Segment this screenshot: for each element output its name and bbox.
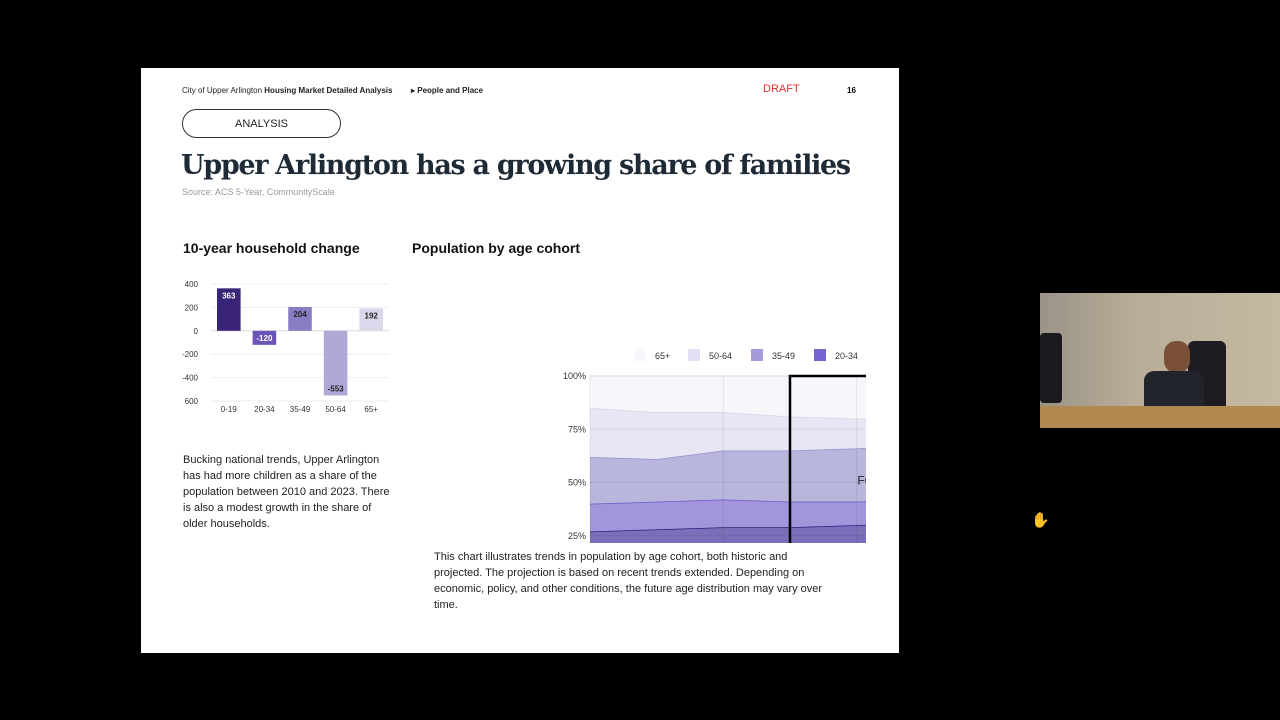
x-tick-label: 50-64	[325, 405, 346, 414]
x-tick-label: 20-34	[254, 405, 275, 414]
y-tick-label: 100%	[563, 371, 586, 381]
area-chart-heading: Population by age cohort	[412, 240, 581, 256]
person-head	[1164, 341, 1190, 373]
forecast-label: FORECAST	[857, 474, 866, 488]
analysis-pill: ANALYSIS	[182, 109, 341, 138]
source-note: Source: ACS 5-Year, CommunityScale	[182, 187, 335, 197]
legend-label: 65+	[655, 351, 670, 361]
legend-label: 50-64	[709, 351, 732, 361]
y-tick-label: -200	[182, 350, 199, 359]
bar-65+	[359, 308, 383, 331]
webcam-video-thumbnail	[1040, 293, 1280, 428]
bar-50-64	[323, 330, 348, 396]
dais-desk	[1040, 406, 1280, 428]
presentation-slide: City of Upper Arlington Housing Market D…	[141, 68, 899, 653]
forecast-box	[788, 374, 866, 543]
bar-value-label: 192	[365, 311, 379, 320]
area-35-49	[590, 447, 866, 504]
bar-20-34	[252, 330, 277, 345]
area-65+	[590, 376, 866, 419]
chair-left	[1040, 333, 1062, 403]
y-tick-label: 400	[185, 280, 199, 289]
legend-label: 35-49	[772, 351, 795, 361]
y-tick-label: 50%	[568, 478, 586, 488]
y-tick-label: 75%	[568, 424, 586, 434]
doc-title: City of Upper Arlington Housing Market D…	[182, 86, 392, 95]
legend-swatch-35-49	[751, 349, 763, 361]
bar-chart-heading: 10-year household change	[183, 240, 360, 256]
page-title: Upper Arlington has a growing share of f…	[181, 150, 851, 181]
x-tick-label: 65+	[364, 405, 378, 414]
left-description: Bucking national trends, Upper Arlington…	[183, 454, 390, 530]
section-label: ▸ People and Place	[411, 86, 484, 95]
hand-cursor-icon: ✋	[1031, 512, 1050, 529]
legend-swatch-50-64	[688, 349, 700, 361]
y-tick-label: -400	[182, 374, 199, 383]
area-50-64	[590, 407, 866, 460]
population-area-chart: 65+50-6435-4920-340-190%25%50%75%100%201…	[563, 349, 866, 543]
y-tick-label: 0	[194, 327, 199, 336]
draft-label: DRAFT	[763, 83, 800, 95]
household-change-bar-chart: 400 200 0 -200 -400 600 363 0-19 -120 20-34 204 35-…	[182, 280, 389, 414]
page-number: 16	[847, 86, 856, 95]
y-tick-label: 25%	[568, 531, 586, 541]
legend-label: 20-34	[835, 351, 858, 361]
x-tick-label: 35-49	[290, 405, 311, 414]
bar-35-49	[288, 306, 312, 331]
doc-prefix: City of Upper Arlington	[182, 86, 263, 95]
bar-0-19	[217, 288, 241, 331]
legend-swatch-20-34	[814, 349, 826, 361]
right-description: This chart illustrates trends in populat…	[434, 551, 823, 611]
bar-value-label: 204	[293, 310, 307, 319]
y-tick-label: 600	[185, 397, 199, 406]
bar-value-label: -120	[256, 334, 273, 343]
area-20-34	[590, 499, 866, 532]
doc-title-bold: Housing Market Detailed Analysis	[264, 86, 393, 95]
bar-value-label: 363	[222, 291, 236, 300]
bar-value-label: -553	[328, 385, 345, 394]
legend-swatch-65+	[634, 349, 646, 361]
y-tick-label: 200	[185, 303, 199, 312]
person-body	[1144, 371, 1204, 411]
x-tick-label: 0-19	[221, 405, 238, 414]
